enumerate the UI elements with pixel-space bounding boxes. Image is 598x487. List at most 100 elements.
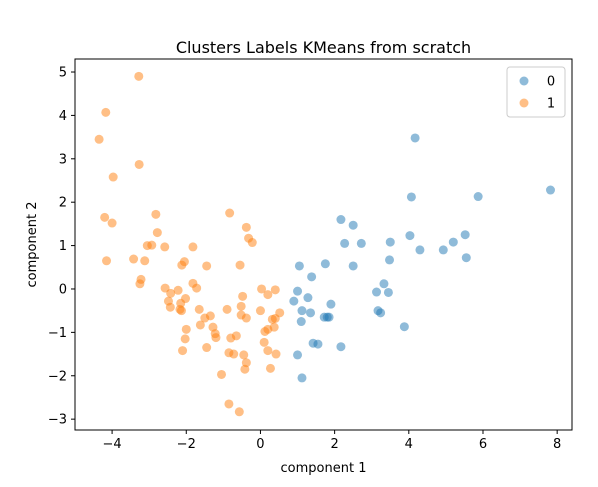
data-point-cluster-0 (383, 287, 393, 297)
data-point-cluster-0 (410, 133, 420, 143)
data-point-cluster-1 (236, 301, 246, 311)
data-point-cluster-1 (240, 364, 250, 374)
data-point-cluster-0 (545, 185, 555, 195)
y-tick-label: 1 (59, 239, 67, 254)
data-point-cluster-0 (460, 230, 470, 240)
series-cluster-0 (289, 133, 555, 383)
data-point-cluster-0 (461, 253, 471, 263)
data-point-cluster-1 (134, 71, 144, 81)
data-point-cluster-1 (194, 304, 204, 314)
data-point-cluster-0 (294, 261, 304, 271)
data-point-cluster-0 (385, 255, 395, 265)
data-point-cluster-0 (307, 272, 317, 282)
data-point-cluster-1 (147, 240, 157, 250)
data-point-cluster-0 (336, 215, 346, 225)
data-point-cluster-1 (235, 260, 245, 270)
legend-marker-cluster-1 (519, 98, 529, 108)
data-point-cluster-1 (165, 302, 175, 312)
x-tick-label: −2 (177, 437, 196, 452)
data-point-cluster-1 (107, 218, 117, 228)
data-point-cluster-1 (180, 334, 190, 344)
data-point-cluster-0 (379, 279, 389, 289)
x-axis: −4 −2 0 2 4 6 8 (103, 430, 561, 452)
data-point-cluster-0 (372, 287, 382, 297)
plot-area (94, 71, 555, 417)
data-point-cluster-0 (385, 237, 395, 247)
data-point-cluster-0 (405, 231, 415, 241)
data-point-cluster-1 (176, 306, 186, 316)
plot-frame (74, 58, 573, 431)
data-point-cluster-1 (211, 333, 221, 343)
data-point-cluster-0 (473, 192, 483, 202)
data-point-cluster-0 (303, 293, 313, 303)
data-point-cluster-0 (406, 192, 416, 202)
data-point-cluster-1 (265, 363, 275, 373)
data-point-cluster-0 (415, 245, 425, 255)
data-point-cluster-0 (348, 220, 358, 230)
data-point-cluster-1 (260, 327, 270, 336)
data-point-cluster-1 (234, 407, 244, 417)
data-point-cluster-1 (225, 208, 235, 218)
data-point-cluster-0 (289, 296, 299, 306)
data-point-cluster-0 (293, 286, 303, 296)
data-point-cluster-1 (179, 257, 189, 267)
data-point-cluster-0 (306, 308, 316, 318)
data-point-cluster-1 (271, 349, 281, 359)
data-point-cluster-0 (326, 299, 336, 309)
data-point-cluster-1 (134, 159, 144, 169)
data-point-cluster-1 (263, 346, 273, 356)
data-point-cluster-1 (224, 348, 234, 358)
data-point-cluster-1 (257, 284, 267, 294)
data-point-cluster-0 (336, 342, 346, 352)
data-point-cluster-1 (129, 254, 139, 264)
data-point-cluster-0 (296, 317, 306, 327)
data-point-cluster-1 (108, 172, 118, 182)
data-point-cluster-0 (356, 238, 366, 248)
x-tick-label: −4 (103, 437, 122, 452)
data-point-cluster-0 (348, 261, 358, 271)
data-point-cluster-1 (160, 242, 170, 252)
legend-frame (506, 66, 566, 118)
data-point-cluster-1 (267, 314, 277, 324)
y-axis: −3 −2 −1 0 1 2 3 4 5 (48, 66, 75, 428)
data-point-cluster-1 (231, 331, 241, 341)
x-tick-label: 2 (330, 437, 338, 452)
data-point-cluster-1 (275, 308, 285, 318)
data-point-cluster-1 (202, 343, 212, 353)
x-tick-label: 6 (479, 437, 487, 452)
data-point-cluster-1 (152, 228, 162, 238)
y-tick-label: −3 (48, 413, 67, 428)
data-point-cluster-1 (270, 285, 280, 295)
y-axis-label: component 2 (25, 202, 40, 288)
data-point-cluster-1 (239, 350, 249, 360)
data-point-cluster-1 (173, 285, 183, 295)
y-tick-label: −1 (48, 326, 67, 341)
data-point-cluster-1 (101, 107, 111, 117)
data-point-cluster-0 (313, 339, 323, 349)
data-point-cluster-1 (195, 320, 205, 330)
data-point-cluster-0 (340, 238, 350, 248)
data-point-cluster-1 (181, 324, 191, 334)
y-tick-label: 4 (59, 109, 67, 124)
y-tick-label: −2 (48, 369, 67, 384)
chart-title: Clusters Labels KMeans from scratch (176, 38, 471, 57)
series-cluster-1 (94, 71, 285, 417)
data-point-cluster-1 (140, 256, 150, 266)
data-point-cluster-0 (376, 308, 386, 318)
data-point-cluster-1 (263, 290, 273, 300)
y-tick-label: 2 (59, 196, 67, 211)
data-point-cluster-1 (241, 313, 251, 323)
x-tick-label: 0 (256, 437, 264, 452)
data-point-cluster-0 (297, 373, 307, 383)
data-point-cluster-0 (448, 237, 458, 247)
data-point-cluster-1 (136, 274, 146, 284)
x-tick-label: 4 (405, 437, 413, 452)
data-point-cluster-1 (269, 322, 279, 332)
data-point-cluster-1 (217, 369, 226, 379)
data-point-cluster-0 (399, 322, 409, 332)
data-point-cluster-1 (178, 346, 188, 356)
data-point-cluster-1 (238, 291, 248, 301)
y-tick-label: 3 (59, 152, 67, 167)
legend: 0 1 (506, 66, 566, 118)
